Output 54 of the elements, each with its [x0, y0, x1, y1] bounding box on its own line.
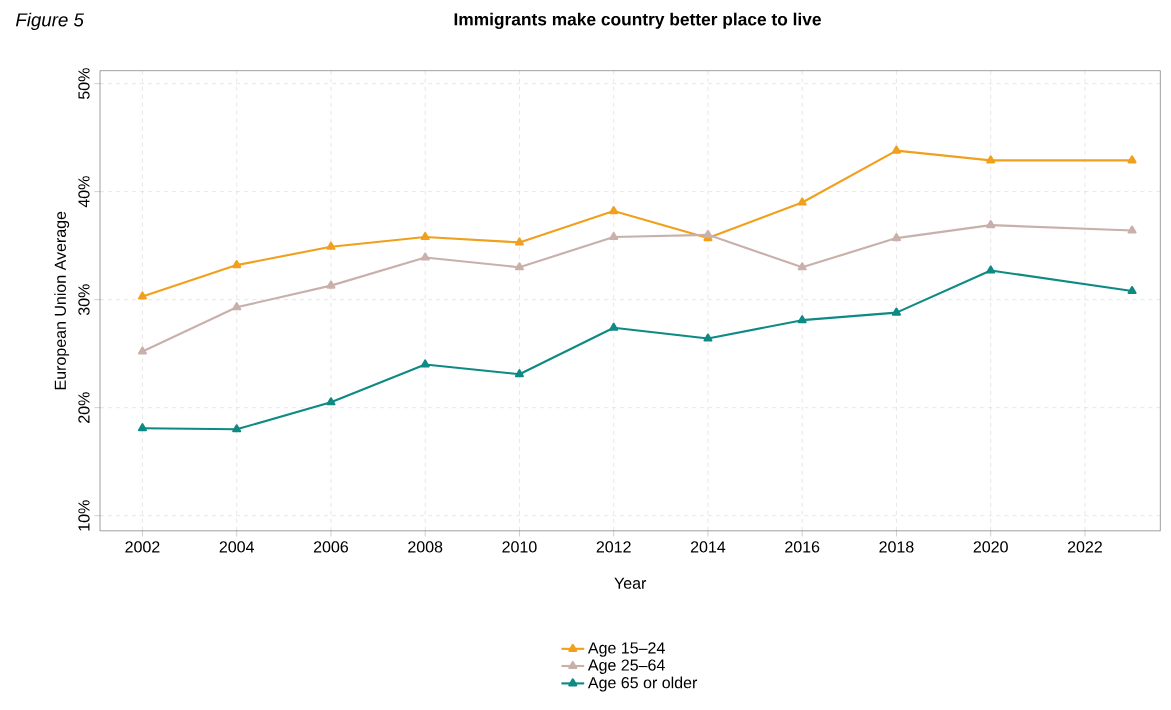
- point: [609, 322, 619, 332]
- caption: Figure 5: [15, 12, 84, 31]
- point: [703, 333, 713, 342]
- point: [420, 359, 430, 368]
- y-tick-label: 10%: [78, 500, 90, 531]
- point: [986, 220, 996, 229]
- point: [986, 265, 996, 274]
- point: [891, 145, 901, 154]
- point: [232, 260, 242, 269]
- legend-label: Age 25–64: [587, 659, 665, 675]
- point: [326, 397, 336, 406]
- point: [891, 307, 901, 316]
- point: [137, 423, 147, 432]
- point: [1127, 155, 1137, 164]
- point: [797, 262, 807, 271]
- point: [326, 241, 336, 251]
- point: [609, 206, 619, 215]
- x-tick-label: 2002: [125, 541, 160, 553]
- point: [232, 424, 242, 433]
- x-tick-label: 2004: [219, 541, 255, 553]
- x-tick-label: 2014: [690, 541, 726, 553]
- point: [891, 233, 901, 242]
- point: [1127, 286, 1137, 295]
- point: [420, 232, 430, 241]
- point: [420, 252, 430, 261]
- x-tick-label: 2010: [502, 541, 537, 553]
- point: [326, 280, 336, 289]
- x-axis-title: Year: [614, 577, 647, 590]
- x-tick-label: 2018: [879, 541, 914, 553]
- x-tick-label: 2022: [1067, 541, 1102, 553]
- y-tick-label: 30%: [78, 284, 90, 316]
- y-tick-label: 50%: [78, 68, 90, 100]
- point: [232, 302, 242, 311]
- y-axis-title: European Union Average: [54, 212, 70, 390]
- point: [137, 346, 147, 355]
- x-tick-label: 2008: [408, 541, 443, 553]
- point: [1127, 225, 1137, 234]
- point: [797, 315, 807, 324]
- legend-label: Age 15–24: [587, 642, 665, 657]
- x-tick-label: 2016: [785, 541, 820, 553]
- point: [514, 262, 524, 271]
- legend-label: Age 65 or older: [587, 676, 698, 692]
- x-tick-label: 2006: [313, 541, 349, 553]
- point: [609, 232, 619, 241]
- chart-title: Immigrants make country better place to live: [454, 12, 821, 30]
- point: [986, 155, 996, 164]
- x-tick-label: 2020: [973, 541, 1008, 553]
- point: [797, 197, 807, 206]
- y-tick-label: 40%: [78, 176, 90, 208]
- point: [137, 291, 147, 300]
- point: [514, 369, 524, 378]
- point: [514, 237, 524, 246]
- x-tick-label: 2012: [596, 541, 631, 553]
- y-tick-label: 20%: [78, 392, 90, 424]
